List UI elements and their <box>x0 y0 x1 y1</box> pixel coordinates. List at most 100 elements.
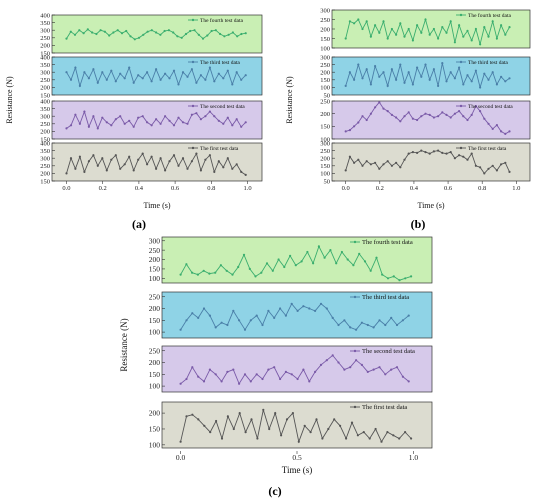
y-tick-label: 250 <box>40 163 50 170</box>
data-point <box>382 71 385 74</box>
data-point <box>466 74 469 77</box>
y-tick-label: 200 <box>320 155 330 162</box>
data-point <box>445 80 448 83</box>
legend-label: The second test data <box>200 104 245 110</box>
data-point <box>261 377 264 381</box>
subplot-3: 100 150 200 250 The second test data <box>320 98 531 143</box>
y-tick-label: 300 <box>320 54 330 61</box>
data-point <box>356 434 359 437</box>
data-point <box>191 413 194 416</box>
data-point <box>395 323 399 327</box>
y-tick-label: 300 <box>320 140 330 147</box>
data-point <box>240 170 243 173</box>
x-tick-label: 0.2 <box>99 185 107 192</box>
data-point <box>357 121 360 124</box>
data-point <box>213 170 216 173</box>
data-point <box>399 166 402 169</box>
y-tick-label: 250 <box>40 35 50 42</box>
data-point <box>315 418 318 421</box>
data-point <box>172 31 175 34</box>
y-tick-label: 200 <box>320 69 330 76</box>
data-point <box>361 27 364 31</box>
data-point <box>483 72 486 75</box>
y-tick-label: 400 <box>40 98 50 105</box>
data-point <box>401 319 404 322</box>
data-point <box>208 368 211 371</box>
data-point <box>240 32 243 36</box>
data-point <box>374 106 377 109</box>
data-point <box>296 377 299 381</box>
data-point <box>119 115 122 118</box>
data-point <box>424 151 427 154</box>
subplot-frame <box>161 291 433 339</box>
x-tick-label: 0.0 <box>342 185 350 192</box>
data-point <box>390 164 393 167</box>
y-tick-label: 200 <box>149 358 161 367</box>
data-point <box>403 158 406 161</box>
data-point <box>462 35 465 38</box>
data-point <box>123 77 126 80</box>
y-tick-label: 100 <box>320 85 330 92</box>
data-point <box>179 440 182 443</box>
data-point <box>226 157 229 160</box>
data-point <box>220 437 224 440</box>
data-point <box>344 84 347 87</box>
series-line <box>345 150 510 175</box>
data-point <box>172 124 176 127</box>
data-point <box>231 31 234 34</box>
y-tick-label: 100 <box>320 45 330 52</box>
data-point <box>191 366 194 369</box>
data-point <box>168 77 171 80</box>
data-point <box>238 319 241 322</box>
data-point <box>132 81 135 84</box>
data-point <box>327 427 330 431</box>
data-point <box>504 161 507 164</box>
data-point <box>96 81 99 84</box>
data-point <box>78 155 81 158</box>
data-point <box>222 122 225 125</box>
data-point <box>331 354 334 357</box>
data-point <box>86 28 89 31</box>
data-point <box>223 35 226 38</box>
data-point <box>392 434 395 437</box>
data-point <box>491 71 494 74</box>
data-point <box>386 431 389 434</box>
y-tick-label: 350 <box>40 106 50 113</box>
y-tick-label: 100 <box>320 136 330 143</box>
data-point <box>491 127 494 130</box>
data-point <box>146 71 149 74</box>
x-tick-label: 0.0 <box>176 453 186 462</box>
data-point <box>479 110 482 113</box>
data-point <box>399 120 402 123</box>
legend-label: The first test data <box>200 145 239 152</box>
data-point <box>378 31 381 34</box>
y-tick-label: 250 <box>149 346 161 355</box>
data-point <box>123 122 126 125</box>
data-point <box>399 63 402 66</box>
data-point <box>335 262 338 265</box>
data-point <box>504 80 507 83</box>
data-point <box>116 29 119 32</box>
data-point <box>308 307 311 310</box>
data-point <box>110 124 113 127</box>
data-point <box>353 78 356 81</box>
data-point <box>466 158 469 161</box>
data-point <box>411 151 414 154</box>
data-point <box>344 130 347 133</box>
x-tick-label: 0.5 <box>292 453 302 462</box>
data-point <box>132 125 135 128</box>
data-point <box>349 366 352 369</box>
data-point <box>101 71 104 74</box>
data-point <box>231 273 234 276</box>
data-point <box>141 152 144 155</box>
data-point <box>306 250 309 254</box>
data-point <box>420 31 423 34</box>
data-point <box>254 275 257 278</box>
data-point <box>249 319 252 322</box>
data-point <box>487 35 490 38</box>
data-point <box>362 431 365 434</box>
y-tick-label: 100 <box>149 274 161 283</box>
data-point <box>243 373 247 376</box>
